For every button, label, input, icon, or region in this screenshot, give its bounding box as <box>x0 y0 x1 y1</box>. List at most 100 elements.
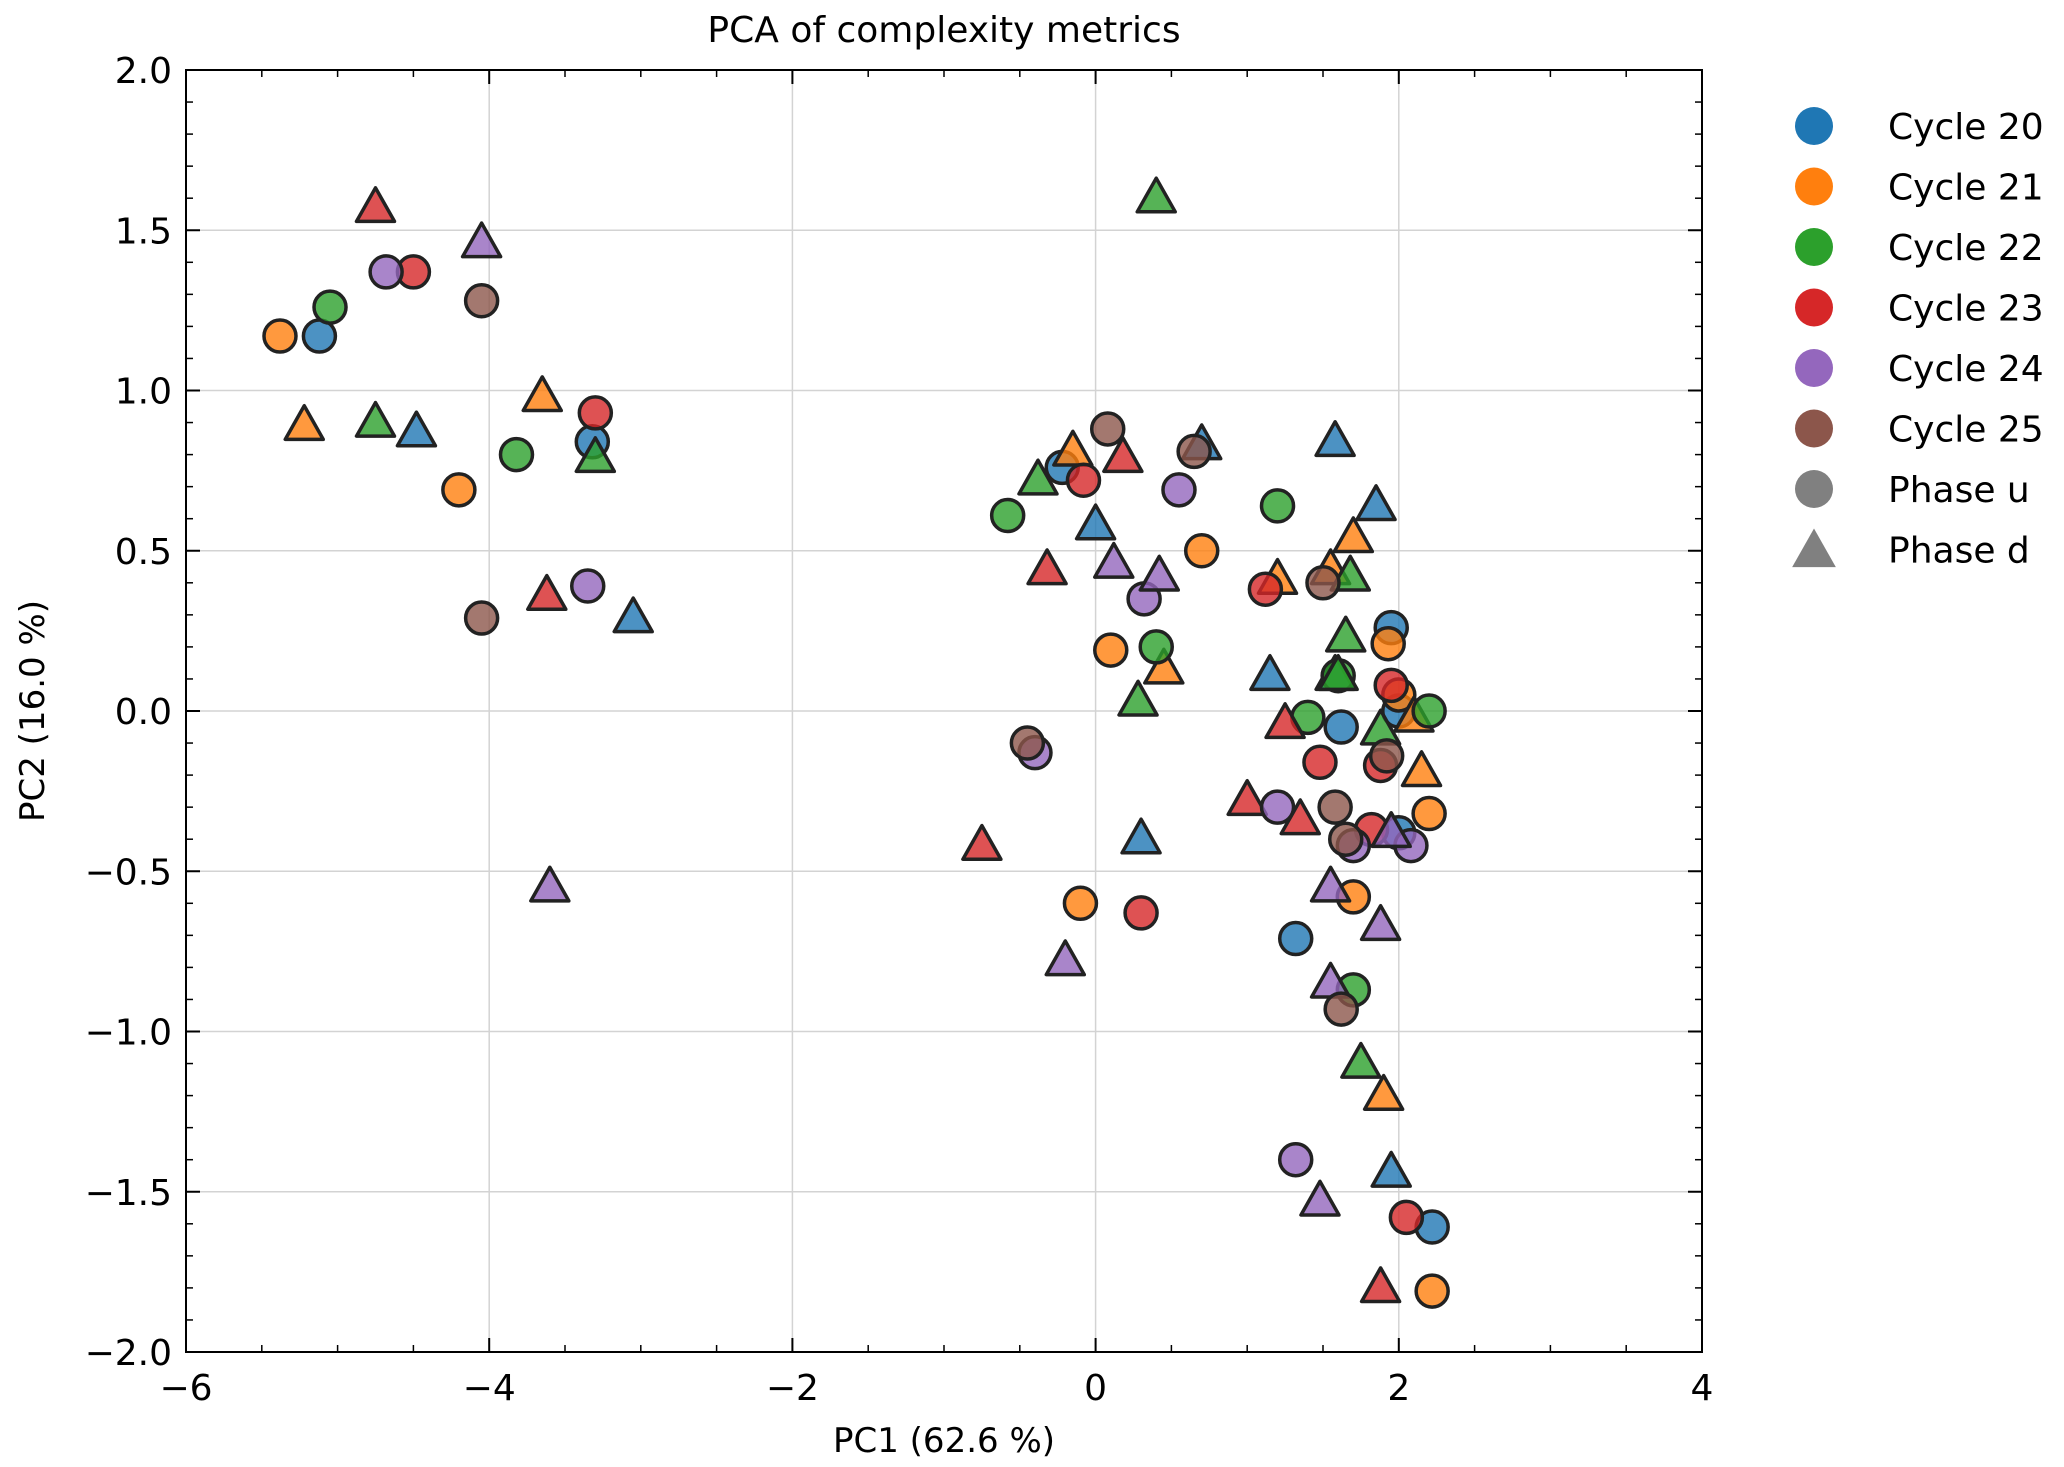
data-point-circle <box>1411 693 1447 729</box>
data-point-triangle <box>1329 554 1372 592</box>
data-point-triangle <box>1135 176 1177 214</box>
data-point-triangle <box>521 375 564 413</box>
legend-marker <box>1795 470 1833 508</box>
legend-label: Cycle 24 <box>1888 349 2044 390</box>
data-point-triangle <box>1226 778 1268 817</box>
data-point-circle <box>1411 795 1447 832</box>
legend-marker <box>1795 349 1833 387</box>
data-point-triangle <box>1314 420 1356 458</box>
x-tick-label: −4 <box>463 1368 516 1409</box>
data-point-circle <box>1317 789 1353 825</box>
data-point-circle <box>1302 744 1338 781</box>
data-point-circle <box>577 395 614 431</box>
data-point-triangle <box>283 404 325 442</box>
data-point-triangle <box>1359 1266 1402 1304</box>
data-point-circle <box>1277 1141 1314 1178</box>
data-point-circle <box>1259 488 1296 524</box>
data-point-triangle <box>1355 484 1397 522</box>
data-point-circle <box>1093 632 1129 668</box>
x-tick-label: 2 <box>1387 1368 1410 1409</box>
data-point-circle <box>441 472 477 508</box>
data-point-circle <box>1009 725 1046 761</box>
data-point-circle <box>1183 533 1220 569</box>
data-point-circle <box>1323 709 1359 745</box>
data-point-triangle <box>1299 1179 1341 1217</box>
data-point-circle <box>1373 667 1409 704</box>
data-point-triangle <box>1017 458 1059 496</box>
data-point-triangle <box>1370 811 1412 849</box>
data-point-circle <box>1089 411 1126 447</box>
data-point-circle <box>1123 895 1159 931</box>
data-point-circle <box>569 568 606 604</box>
data-point-circle <box>989 497 1026 534</box>
data-point-triangle <box>1044 939 1087 977</box>
data-point-triangle <box>1074 503 1117 541</box>
data-point-triangle <box>529 865 571 903</box>
axis-ticks: −6 −4 −2 0 2 4 −2.0 −1.5 −1.0 −0.5 0.0 0.5 1.0 1.5 2.0 <box>85 51 1714 1409</box>
legend-marker <box>1795 228 1833 266</box>
legend-label: Cycle 20 <box>1888 107 2044 148</box>
data-point-triangle <box>961 823 1003 861</box>
data-point-triangle <box>1332 516 1375 554</box>
x-axis-label: PC1 (62.6 %) <box>833 1421 1055 1461</box>
data-point-triangle <box>354 400 397 438</box>
data-point-circle <box>463 600 500 636</box>
data-point-circle <box>368 254 404 290</box>
data-point-circle <box>1305 565 1341 601</box>
data-point-triangle <box>1309 865 1352 903</box>
data-point-triangle <box>574 436 617 474</box>
data-point-circle <box>1138 629 1174 665</box>
data-point-circle <box>1414 1273 1450 1309</box>
data-point-circle <box>1327 821 1364 857</box>
data-point-circle <box>312 289 348 325</box>
y-tick-label: −0.5 <box>85 852 172 893</box>
data-points <box>262 176 1450 1309</box>
data-point-circle <box>1161 472 1197 508</box>
x-tick-label: 4 <box>1691 1368 1714 1409</box>
x-tick-label: −6 <box>159 1368 212 1409</box>
data-point-circle <box>1323 991 1359 1027</box>
data-point-circle <box>1247 571 1284 607</box>
chart-title: PCA of complexity metrics <box>707 10 1180 51</box>
y-tick-label: −2.0 <box>85 1333 172 1374</box>
data-point-triangle <box>354 186 397 224</box>
data-point-triangle <box>1052 429 1094 467</box>
data-point-triangle <box>1138 554 1181 592</box>
data-point-circle <box>1277 920 1314 957</box>
legend-label: Cycle 22 <box>1888 228 2044 269</box>
data-point-triangle <box>1143 647 1185 685</box>
legend-marker <box>1795 167 1833 206</box>
y-tick-label: 1.5 <box>115 211 172 252</box>
data-point-triangle <box>526 573 568 611</box>
x-tick-label: −2 <box>766 1368 819 1409</box>
y-tick-label: −1.5 <box>85 1173 172 1214</box>
data-point-triangle <box>1317 653 1359 692</box>
data-point-triangle <box>612 596 654 634</box>
data-point-triangle <box>1370 1150 1412 1188</box>
legend-label: Cycle 21 <box>1888 168 2044 209</box>
data-point-triangle <box>460 221 503 259</box>
legend-label: Cycle 23 <box>1888 289 2044 330</box>
y-axis-label: PC2 (16.0 %) <box>13 600 53 822</box>
data-point-triangle <box>1324 615 1367 653</box>
data-point-circle <box>1370 625 1406 662</box>
legend-marker <box>1792 528 1836 568</box>
data-point-triangle <box>1120 817 1162 855</box>
legend-label: Phase u <box>1888 470 2030 511</box>
y-tick-label: 0.5 <box>115 532 172 573</box>
data-point-circle <box>1368 738 1405 774</box>
data-point-triangle <box>1249 653 1291 692</box>
legend-marker <box>1795 409 1833 448</box>
data-point-circle <box>1388 1199 1425 1236</box>
y-tick-label: 2.0 <box>115 51 172 92</box>
data-point-triangle <box>1400 750 1443 788</box>
x-tick-label: 0 <box>1084 1368 1107 1409</box>
data-point-triangle <box>1359 903 1402 942</box>
y-tick-label: 1.0 <box>115 372 172 413</box>
legend: Cycle 20 Cycle 21 Cycle 22 Cycle 23 Cycle 24… <box>1792 107 2044 572</box>
data-point-triangle <box>395 410 438 448</box>
legend-label: Cycle 25 <box>1888 410 2044 451</box>
data-point-circle <box>1065 462 1102 498</box>
data-point-triangle <box>1093 541 1135 579</box>
